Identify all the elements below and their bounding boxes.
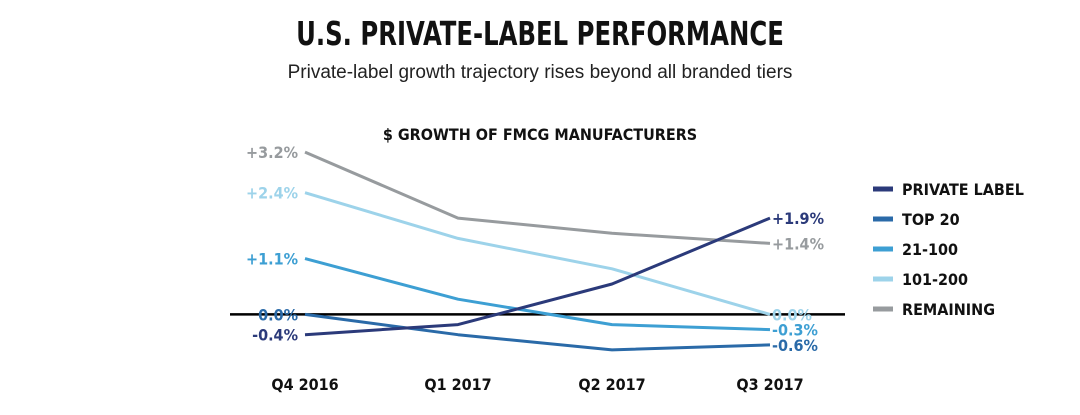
series-line-top-20: [304, 312, 771, 352]
x-tick-label: Q3 2017: [736, 375, 803, 394]
series-line-21-100: [304, 257, 771, 332]
end-label-top-20: -0.6%: [772, 336, 818, 355]
page-subtitle: Private-label growth trajectory rises be…: [287, 62, 793, 83]
start-label-remaining: +3.2%: [246, 143, 298, 162]
legend-label-21-100: 21-100: [902, 240, 958, 259]
end-label-101-200: 0.0%: [772, 305, 812, 324]
start-label-private-label: -0.4%: [252, 326, 298, 345]
legend-label-private-label: PRIVATE LABEL: [902, 180, 1024, 199]
end-label-remaining: +1.4%: [772, 234, 824, 253]
start-label-top-20: 0.0%: [258, 305, 298, 324]
x-tick-label: Q4 2016: [271, 375, 338, 394]
legend-label-101-200: 101-200: [902, 270, 968, 289]
series-line-101-200: [304, 191, 771, 316]
x-tick-label: Q2 2017: [578, 375, 645, 394]
x-tick-label: Q1 2017: [424, 375, 491, 394]
start-label-101-200: +2.4%: [246, 184, 298, 203]
series-line-remaining: [304, 150, 771, 245]
end-label-private-label: +1.9%: [772, 209, 824, 228]
legend-label-top-20: TOP 20: [902, 210, 960, 229]
chart-title: $ GROWTH OF FMCG MANUFACTURERS: [383, 125, 697, 144]
legend-label-remaining: REMAINING: [902, 300, 995, 319]
start-label-21-100: +1.1%: [246, 250, 298, 269]
series-line-private-label: [304, 216, 771, 337]
page-title: U.S. PRIVATE-LABEL PERFORMANCE: [296, 14, 784, 53]
end-label-21-100: -0.3%: [772, 321, 818, 340]
